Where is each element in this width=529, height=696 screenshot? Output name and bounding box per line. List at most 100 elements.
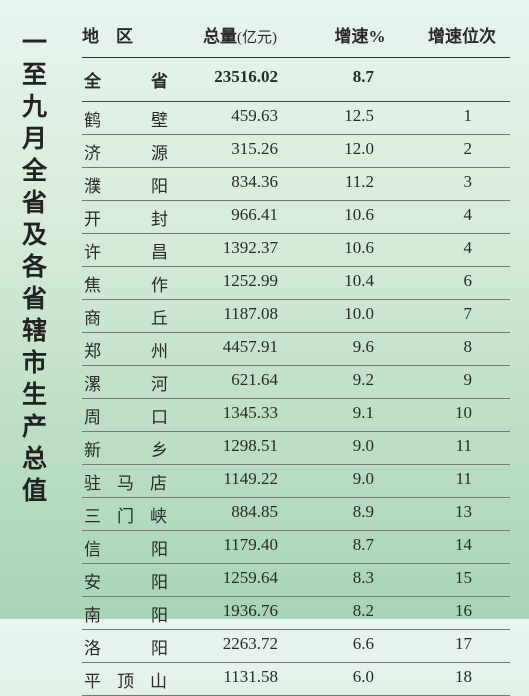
title-char: 市 <box>22 348 62 380</box>
rank-cell: 2 <box>414 139 510 164</box>
growth-cell: 10.4 <box>306 271 414 296</box>
title-char: 至 <box>22 60 62 92</box>
region-char: 丘 <box>151 304 168 329</box>
region-char: 壁 <box>151 106 168 131</box>
growth-cell: 9.1 <box>306 403 414 428</box>
region-char: 州 <box>151 337 168 362</box>
table-row: 许昌1392.3710.64 <box>82 234 510 267</box>
title-char: 各 <box>22 252 62 284</box>
total-cell: 2263.72 <box>174 634 306 659</box>
region-char: 顶 <box>117 667 135 692</box>
header-growth: 增速% <box>306 22 414 47</box>
region-char: 开 <box>84 205 101 230</box>
total-cell: 884.85 <box>174 502 306 527</box>
region-char: 省 <box>151 67 168 92</box>
title-char: 九 <box>22 92 62 124</box>
region-char: 信 <box>84 535 101 560</box>
region-char: 峡 <box>150 502 168 527</box>
growth-cell: 11.2 <box>306 172 414 197</box>
table-row: 焦作1252.9910.46 <box>82 267 510 300</box>
region-char: 许 <box>84 238 101 263</box>
table-row: 商丘1187.0810.07 <box>82 300 510 333</box>
province-total-row: 全 省 23516.02 8.7 <box>82 58 510 102</box>
header-total-unit: (亿元) <box>237 30 277 46</box>
region-char: 阳 <box>151 535 168 560</box>
province-total-region: 全 省 <box>82 67 174 92</box>
header-region: 地 区 <box>82 22 174 47</box>
rank-cell: 8 <box>414 337 510 362</box>
rank-cell: 7 <box>414 304 510 329</box>
region-cell: 鹤壁 <box>82 106 174 131</box>
vertical-title: 一至九月全省及各省辖市生产总值 <box>22 28 62 508</box>
title-char: 一 <box>22 28 62 60</box>
region-char: 鹤 <box>84 106 101 131</box>
growth-cell: 9.0 <box>306 469 414 494</box>
rank-cell: 4 <box>414 205 510 230</box>
title-char: 全 <box>22 156 62 188</box>
title-char: 及 <box>22 220 62 252</box>
growth-cell: 8.3 <box>306 568 414 593</box>
rank-cell: 11 <box>414 436 510 461</box>
region-char: 店 <box>150 469 168 494</box>
region-char: 郑 <box>84 337 101 362</box>
region-char: 山 <box>150 667 168 692</box>
table-row: 信阳1179.408.714 <box>82 531 510 564</box>
table-row: 洛阳2263.726.617 <box>82 630 510 663</box>
region-char: 昌 <box>151 238 168 263</box>
region-cell: 济源 <box>82 139 174 164</box>
region-char: 阳 <box>151 568 168 593</box>
growth-cell: 9.6 <box>306 337 414 362</box>
region-char: 济 <box>84 139 101 164</box>
province-total-value: 23516.02 <box>174 67 306 92</box>
region-char: 河 <box>151 370 168 395</box>
region-char: 乡 <box>151 436 168 461</box>
region-char: 口 <box>151 403 168 428</box>
title-char: 总 <box>22 444 62 476</box>
title-char: 省 <box>22 188 62 220</box>
region-cell: 许昌 <box>82 238 174 263</box>
header-rank: 增速位次 <box>414 22 510 47</box>
header-total-label: 总量 <box>203 27 237 46</box>
total-cell: 1149.22 <box>174 469 306 494</box>
total-cell: 1936.76 <box>174 601 306 626</box>
total-cell: 1259.64 <box>174 568 306 593</box>
region-char: 源 <box>151 139 168 164</box>
region-cell: 洛阳 <box>82 634 174 659</box>
total-cell: 1131.58 <box>174 667 306 692</box>
total-cell: 1392.37 <box>174 238 306 263</box>
rank-cell: 4 <box>414 238 510 263</box>
total-cell: 4457.91 <box>174 337 306 362</box>
table-row: 济源315.2612.02 <box>82 135 510 168</box>
rank-cell: 3 <box>414 172 510 197</box>
region-cell: 平顶山 <box>82 667 174 692</box>
table-row: 平顶山1131.586.018 <box>82 663 510 696</box>
table-row: 驻马店1149.229.011 <box>82 465 510 498</box>
total-cell: 834.36 <box>174 172 306 197</box>
total-cell: 1252.99 <box>174 271 306 296</box>
rank-cell: 1 <box>414 106 510 131</box>
region-char: 三 <box>84 502 102 527</box>
growth-cell: 12.5 <box>306 106 414 131</box>
table-row: 新乡1298.519.011 <box>82 432 510 465</box>
region-char: 作 <box>151 271 168 296</box>
rank-cell: 9 <box>414 370 510 395</box>
region-char: 新 <box>84 436 101 461</box>
region-cell: 安阳 <box>82 568 174 593</box>
region-cell: 信阳 <box>82 535 174 560</box>
region-cell: 商丘 <box>82 304 174 329</box>
growth-cell: 12.0 <box>306 139 414 164</box>
region-char: 南 <box>84 601 101 626</box>
region-char: 驻 <box>84 469 102 494</box>
region-char: 漯 <box>84 370 101 395</box>
title-char: 月 <box>22 124 62 156</box>
growth-cell: 8.2 <box>306 601 414 626</box>
growth-cell: 8.9 <box>306 502 414 527</box>
title-char: 生 <box>22 380 62 412</box>
region-char: 平 <box>84 667 102 692</box>
region-char: 洛 <box>84 634 101 659</box>
title-char: 产 <box>22 412 62 444</box>
region-char: 马 <box>117 469 135 494</box>
table-row: 郑 州4457.919.68 <box>82 333 510 366</box>
table-row: 安阳1259.648.315 <box>82 564 510 597</box>
growth-cell: 6.6 <box>306 634 414 659</box>
